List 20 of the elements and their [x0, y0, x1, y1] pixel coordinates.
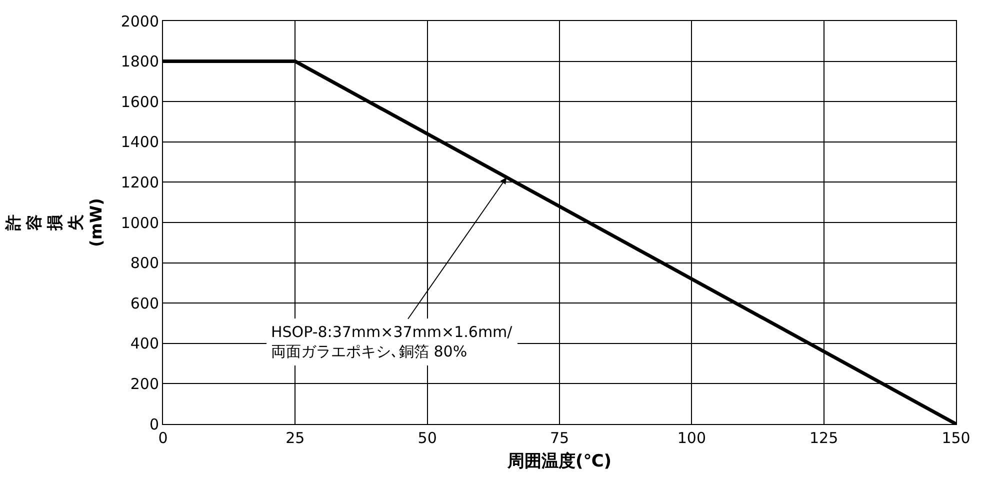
x-tick-label: 75: [550, 429, 570, 447]
y-tick-label: 1400: [120, 133, 159, 152]
x-tick-label: 125: [810, 429, 838, 447]
y-tick-label: 600: [130, 294, 159, 312]
x-tick-label: 150: [942, 429, 970, 447]
x-axis-title: 周囲温度(℃): [506, 451, 612, 472]
y-tick-label: 1800: [120, 52, 159, 71]
annotation: HSOP-8:37mm×37mm×1.6mm/ 両面ガラエポキシ､銅箔 80%: [271, 323, 514, 360]
x-tick-label: 100: [677, 429, 706, 447]
y-tick-label: 200: [130, 374, 159, 393]
y-axis-title: 許容損失 (mW): [4, 198, 106, 247]
y-tick-label: 800: [130, 254, 159, 272]
y-tick-label: 1600: [120, 92, 159, 111]
x-tick-label: 50: [418, 429, 437, 447]
x-tick-label: 25: [286, 429, 305, 447]
y-tick-label: 1000: [120, 214, 159, 232]
y-tick-label: 400: [130, 334, 159, 353]
y-tick-label: 0: [149, 415, 159, 434]
y-tick-label: 1200: [120, 173, 159, 192]
y-tick-label: 2000: [120, 12, 159, 30]
